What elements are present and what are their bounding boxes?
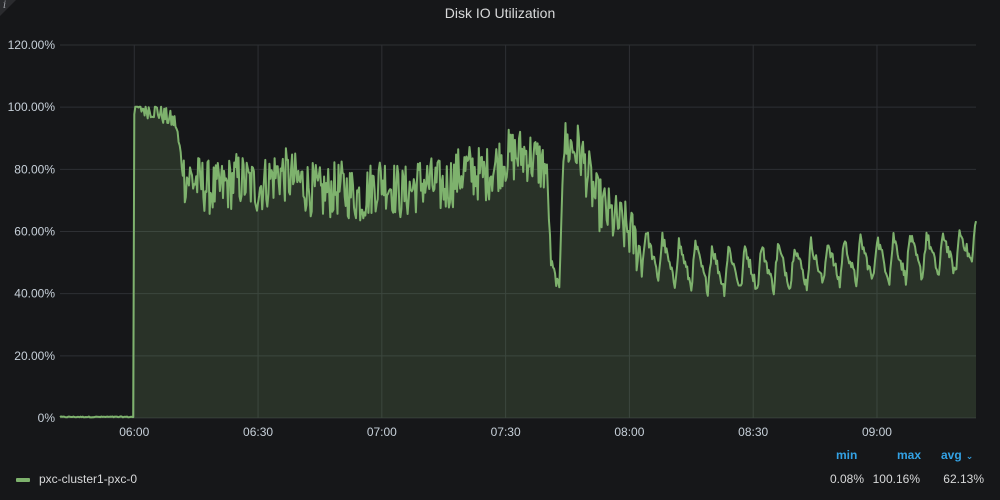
legend-header-min[interactable]: min — [836, 448, 858, 462]
y-tick-label: 40.00% — [14, 287, 55, 301]
legend-avg-value: 62.13% — [943, 472, 984, 486]
x-tick-label: 06:00 — [119, 425, 149, 439]
legend-header-max[interactable]: max — [897, 448, 922, 462]
x-tick-label: 06:30 — [243, 425, 273, 439]
x-tick-label: 08:00 — [614, 425, 644, 439]
chevron-down-icon: ⌄ — [965, 451, 974, 461]
x-tick-label: 09:00 — [862, 425, 892, 439]
x-tick-label: 08:30 — [738, 425, 768, 439]
chart-area[interactable]: 0% 20.00% 40.00% 60.00% 80.00% 100.00% 120.00%… — [0, 0, 1000, 440]
y-axis-ticks: 0% 20.00% 40.00% 60.00% 80.00% 100.00% 120.00% — [8, 38, 56, 425]
y-tick-label: 0% — [38, 411, 56, 425]
y-tick-label: 80.00% — [14, 162, 55, 176]
y-tick-label: 100.00% — [8, 100, 56, 114]
legend-header-avg-label: avg — [941, 448, 962, 462]
x-axis-ticks: 06:00 06:30 07:00 07:30 08:00 08:30 09:00 — [119, 425, 892, 439]
legend-series-name[interactable]: pxc-cluster1-pxc-0 — [39, 472, 138, 486]
y-tick-label: 20.00% — [14, 349, 55, 363]
legend-max-value: 100.16% — [872, 472, 920, 486]
legend: min max avg ⌄ — [0, 440, 1000, 500]
legend-header-avg[interactable]: avg ⌄ — [941, 448, 973, 462]
y-tick-label: 60.00% — [14, 225, 55, 239]
y-tick-label: 120.00% — [8, 38, 56, 52]
chart-title: Disk IO Utilization — [444, 5, 556, 21]
x-tick-label: 07:30 — [491, 425, 521, 439]
legend-swatch[interactable] — [16, 478, 30, 482]
series-area-fill — [60, 106, 976, 418]
x-tick-label: 07:00 — [367, 425, 397, 439]
series-line — [59, 105, 977, 419]
legend-min-value: 0.08% — [829, 472, 864, 486]
